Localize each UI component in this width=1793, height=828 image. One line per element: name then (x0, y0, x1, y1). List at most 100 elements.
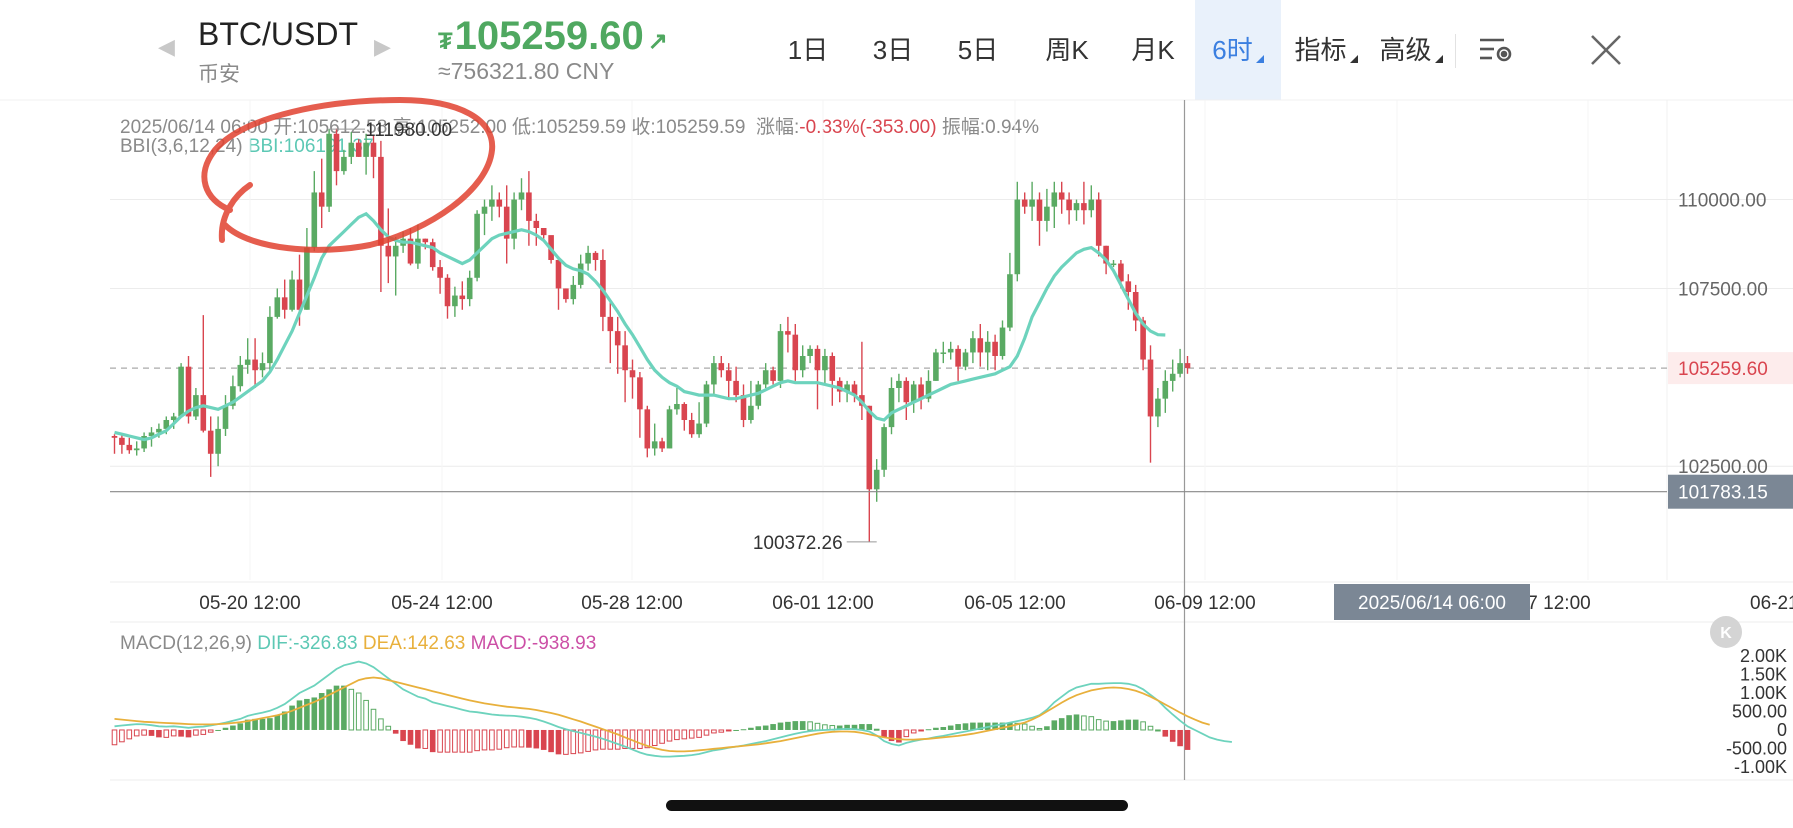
macd-histogram-bar (918, 729, 924, 732)
candle-body (896, 380, 902, 388)
macd-histogram-bar (585, 729, 591, 752)
macd-histogram-bar (1036, 727, 1043, 731)
macd-histogram-bar (881, 729, 887, 738)
min-price-annotation: 100372.26 (753, 533, 843, 554)
candle-body (156, 428, 162, 433)
macd-histogram-bar (777, 722, 784, 730)
candle-body (873, 469, 880, 490)
tab-1d[interactable]: 1日 (787, 35, 829, 65)
macd-histogram-bar (836, 725, 843, 730)
macd-histogram-bar (651, 729, 658, 746)
candle-body (962, 352, 969, 367)
macd-histogram-bar (281, 711, 288, 730)
macd-histogram-bar (215, 729, 221, 731)
candle-body (1184, 363, 1191, 369)
macd-histogram-bar (385, 725, 392, 731)
macd-histogram-bar (770, 724, 776, 730)
candle-body (822, 356, 828, 371)
candle-body (933, 352, 939, 381)
candle-body (348, 142, 355, 157)
candle-body (829, 356, 836, 381)
macd-histogram-bar (274, 715, 281, 730)
y-tick-label: 110000.00 (1678, 191, 1766, 212)
macd-histogram-bar (193, 729, 199, 736)
candle-body (651, 441, 658, 449)
prev-pair-arrow[interactable]: ◀ (158, 34, 175, 59)
candle-body (518, 192, 525, 200)
macd-histogram-bar (333, 685, 340, 730)
macd-histogram-bar (955, 724, 961, 730)
candle-body (888, 388, 895, 428)
macd-histogram-bar (148, 729, 155, 736)
macd-histogram-bar (311, 697, 318, 730)
tab-advanced[interactable]: 高级 (1370, 0, 1452, 100)
macd-histogram-bar (222, 727, 229, 730)
macd-histogram-bar (422, 729, 429, 749)
macd-histogram-bar (947, 725, 954, 730)
tab-6h[interactable]: 6时 (1195, 0, 1281, 100)
candle-body (452, 295, 458, 307)
candle-body (644, 409, 651, 449)
macd-histogram-bar (1103, 720, 1109, 731)
candle-body (955, 348, 961, 367)
macd-histogram-bar (304, 698, 310, 730)
crosshair-price-label: 101783.15 (1678, 483, 1768, 504)
candle-body (244, 359, 251, 365)
y-tick-label: 107500.00 (1678, 279, 1768, 300)
macd-histogram-bar (163, 729, 170, 738)
candle-body (1014, 199, 1021, 275)
candle-body (1029, 199, 1035, 207)
candle-body (740, 395, 747, 420)
candle-body (755, 384, 762, 406)
candle-body (111, 436, 118, 438)
macd-histogram-bar (474, 729, 480, 752)
tab-monthly[interactable]: 月K (1131, 35, 1175, 65)
candle-body (1066, 199, 1072, 211)
macd-histogram-bar (733, 729, 739, 731)
macd-histogram-bar (400, 729, 406, 742)
macd-histogram-bar (925, 729, 932, 731)
next-pair-arrow[interactable]: ▶ (374, 34, 391, 59)
macd-histogram-bar (111, 729, 118, 746)
candle-body (733, 380, 739, 396)
tab-5d[interactable]: 5日 (957, 35, 999, 65)
candle-body (637, 377, 643, 410)
macd-histogram-bar (844, 724, 850, 730)
tab-3d[interactable]: 3日 (872, 35, 914, 65)
candle-body (459, 295, 466, 300)
candle-body (659, 441, 665, 449)
tab-indicators-label: 指标 (1294, 35, 1347, 65)
macd-histogram-bar (533, 729, 540, 749)
candle-body (1095, 199, 1102, 246)
candle-body (163, 420, 170, 429)
macd-histogram-bar (681, 729, 688, 740)
x-tick-label: 06-05 12:00 (964, 593, 1065, 614)
crosshair-time-label: 2025/06/14 06:00 (1358, 593, 1506, 614)
candle-body (681, 404, 688, 420)
candle-body (940, 352, 947, 354)
candle-body (555, 260, 562, 289)
candle-body (570, 284, 577, 300)
candle-body (341, 156, 347, 172)
macd-histogram-bar (999, 722, 1006, 730)
candle-body (274, 297, 281, 317)
macd-histogram-bar (1110, 721, 1117, 730)
candle-body (711, 363, 717, 385)
candle-body (622, 345, 628, 371)
candle-body (481, 206, 488, 214)
exchange-name: 币安 (198, 63, 240, 86)
current-price-label: 105259.60 (1678, 359, 1768, 380)
macd-histogram-bar (799, 721, 806, 730)
current-price: ₮105259.60 ↗ (438, 14, 668, 59)
candle-body (392, 245, 399, 257)
macd-histogram-bar (1162, 729, 1169, 737)
candle-body (770, 370, 776, 381)
candle-body (540, 228, 547, 236)
candle-body (777, 331, 784, 381)
macd-histogram-bar (644, 729, 651, 749)
red-annotation-circle (201, 96, 496, 253)
tab-weekly[interactable]: 周K (1045, 35, 1089, 65)
candle-body (503, 206, 510, 239)
tab-indicators[interactable]: 指标 (1285, 0, 1367, 100)
